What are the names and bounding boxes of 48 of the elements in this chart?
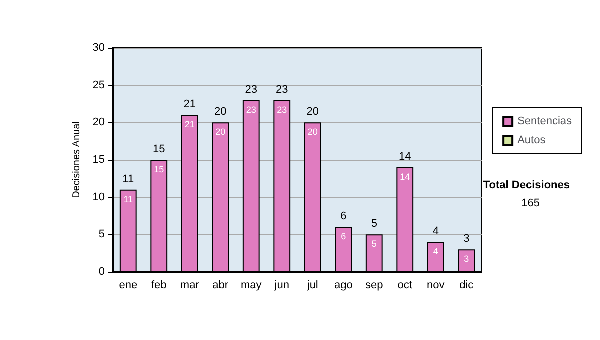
x-tick-label: ago	[334, 280, 353, 292]
data-label: 21	[184, 120, 195, 130]
total-label: 14	[399, 150, 412, 163]
total-label: 15	[153, 144, 166, 156]
total-label: 11	[122, 173, 134, 186]
total-label: 4	[432, 226, 439, 238]
text: 165	[522, 198, 540, 210]
y-tick-label: 30	[92, 42, 105, 54]
data-label: 14	[400, 172, 410, 182]
data-label: 20	[216, 127, 226, 138]
x-tick-label: nov	[427, 280, 446, 292]
y-tick-label: 20	[92, 116, 105, 129]
y-tick-label: 25	[92, 79, 105, 92]
total-label: 21	[184, 98, 196, 111]
y-tick-label: 5	[98, 228, 105, 241]
x-tick-label: jun	[274, 280, 290, 292]
y-tick-label: 0	[98, 266, 105, 278]
data-label: 23	[246, 104, 256, 115]
y-axis-title: Decisiones Anual	[71, 122, 82, 198]
total-label: 3	[464, 233, 470, 246]
legend-label: Autos	[518, 134, 546, 146]
x-tick-label: ene	[119, 280, 138, 292]
x-tick-label: may	[240, 280, 262, 292]
y-tick-label: 15	[92, 154, 105, 166]
legend-label: Sentencias	[518, 116, 572, 128]
total-label: 20	[214, 106, 227, 118]
x-tick-label: abr	[212, 280, 229, 292]
text: Total Decisiones	[483, 180, 570, 192]
x-tick-label: feb	[151, 280, 167, 292]
x-tick-label: jul	[306, 280, 318, 292]
x-tick-label: oct	[398, 280, 412, 292]
total-label: 20	[306, 106, 319, 118]
data-label: 23	[277, 104, 288, 115]
x-tick-label: dic	[460, 280, 474, 292]
data-label: 11	[124, 194, 134, 204]
data-label: 5	[372, 239, 377, 250]
data-label: 4	[433, 246, 438, 257]
data-label: 3	[464, 254, 470, 264]
total-label: 23	[245, 84, 258, 96]
total-label: 23	[276, 84, 288, 96]
total-label: 5	[371, 218, 378, 230]
x-tick-label: sep	[366, 280, 384, 292]
total-label: 6	[340, 210, 347, 223]
data-label: 15	[154, 164, 164, 174]
data-label: 20	[308, 127, 318, 138]
y-tick-label: 10	[92, 191, 105, 204]
x-tick-label: mar	[180, 280, 200, 292]
data-label: 6	[341, 232, 346, 242]
